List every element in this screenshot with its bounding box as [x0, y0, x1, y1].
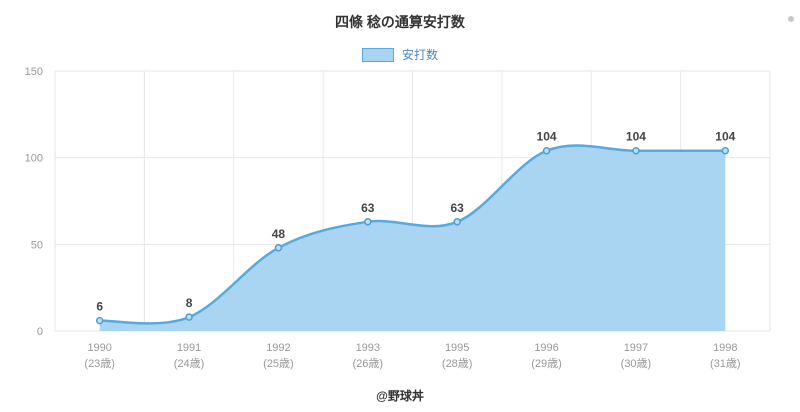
- x-tick-label: 1992: [266, 342, 290, 354]
- data-label: 63: [451, 201, 465, 215]
- x-tick-label: 1998: [713, 342, 737, 354]
- page-dot: [788, 16, 794, 22]
- data-point[interactable]: [453, 218, 461, 226]
- data-label: 104: [626, 130, 646, 144]
- data-label: 6: [96, 300, 103, 314]
- y-tick-label: 150: [25, 66, 43, 78]
- x-tick-label: 1993: [356, 342, 380, 354]
- x-tick-sublabel: (29歳): [531, 357, 562, 370]
- legend-label: 安打数: [401, 48, 438, 62]
- series-area: [99, 145, 726, 331]
- data-label: 63: [361, 201, 375, 215]
- x-tick-sublabel: (23歳): [84, 357, 115, 370]
- x-tick-sublabel: (24歳): [174, 357, 205, 370]
- x-tick-sublabel: (31歳): [710, 357, 741, 370]
- data-label: 104: [537, 130, 557, 144]
- x-tick-sublabel: (28歳): [442, 357, 473, 370]
- footer-credit: @野球丼: [376, 389, 424, 403]
- y-tick-label: 50: [31, 239, 43, 251]
- data-label: 48: [272, 227, 286, 241]
- x-tick-label: 1997: [624, 342, 648, 354]
- x-tick-label: 1995: [445, 342, 469, 354]
- data-point[interactable]: [185, 313, 193, 321]
- legend-swatch-icon: [361, 47, 394, 62]
- x-tick-sublabel: (25歳): [263, 357, 294, 370]
- data-point[interactable]: [274, 244, 283, 252]
- data-label: 104: [715, 130, 735, 144]
- x-tick-label: 1991: [177, 342, 201, 354]
- data-point[interactable]: [721, 146, 730, 155]
- x-tick-sublabel: (30歳): [621, 357, 652, 370]
- legend[interactable]: 安打数: [0, 46, 800, 63]
- x-tick-sublabel: (26歳): [353, 357, 384, 370]
- data-label: 8: [186, 296, 193, 310]
- y-tick-label: 100: [25, 153, 43, 165]
- data-point[interactable]: [632, 146, 640, 155]
- data-point[interactable]: [542, 146, 551, 155]
- y-tick-label: 0: [37, 326, 43, 338]
- data-point[interactable]: [364, 218, 372, 226]
- chart-title: 四條 稔の通算安打数: [335, 14, 465, 30]
- x-tick-label: 1996: [534, 342, 558, 354]
- series-line: [98, 144, 727, 325]
- x-tick-label: 1990: [87, 342, 111, 354]
- data-point[interactable]: [95, 316, 104, 325]
- chart-svg: 0 50 100 150 6 8 48 63 63 104 104 104 1990 (23歳) 1991 (…: [25, 66, 771, 370]
